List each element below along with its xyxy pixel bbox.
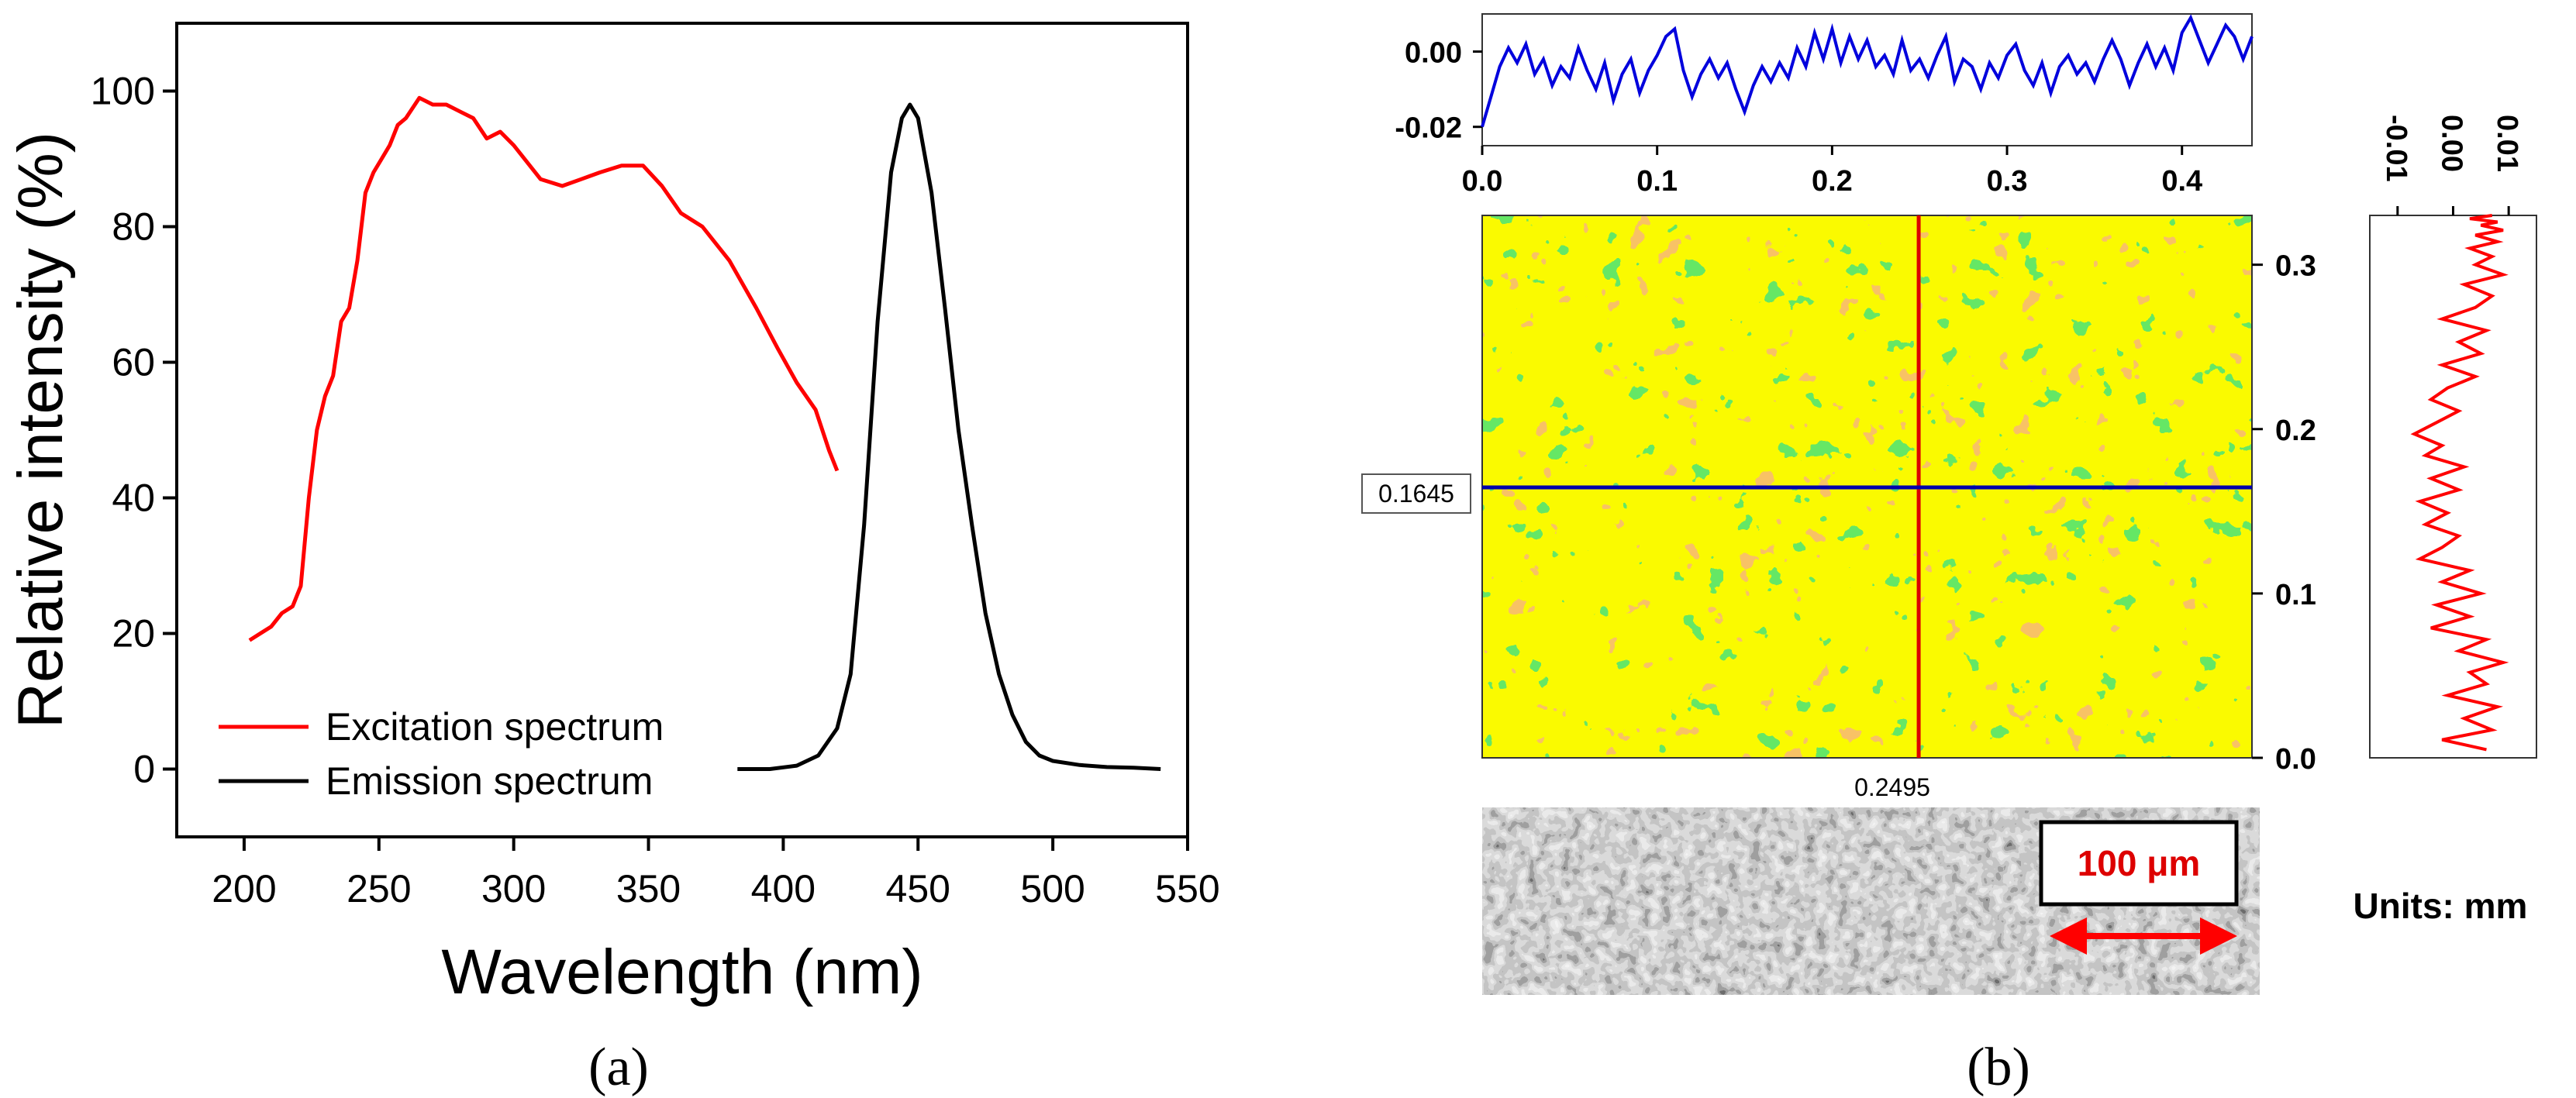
panel-b: 0.0 0.1 0.2 0.3 0.4 0.00 -0.02 0.0 0.1 0.2 0.3 0.… bbox=[1361, 13, 2537, 1097]
x-tick-label: 300 bbox=[481, 867, 546, 910]
x-profile-series bbox=[1481, 14, 2254, 128]
legend: Excitation spectrum Emission spectrum bbox=[219, 705, 664, 803]
map-y-tick-label: 0.1 bbox=[2275, 579, 2316, 611]
x-profile-tick-label: 0.1 bbox=[1636, 165, 1678, 198]
x-profile-tick-label: 0.4 bbox=[2161, 165, 2202, 198]
x-profile-tick-label: 0.2 bbox=[1812, 165, 1853, 198]
crosshair-y-value: 0.1645 bbox=[1378, 480, 1454, 508]
panel-caption-a: (a) bbox=[588, 1038, 649, 1097]
y-tick-label: 100 bbox=[91, 70, 155, 113]
x-tick-label: 350 bbox=[616, 867, 681, 910]
legend-label-emission: Emission spectrum bbox=[326, 759, 653, 803]
y-profile-series bbox=[2410, 214, 2509, 752]
x-tick-label: 200 bbox=[212, 867, 276, 910]
units-label: Units: mm bbox=[2354, 886, 2528, 926]
y-profile-tick-label: -0.01 bbox=[2380, 115, 2412, 182]
x-profile-ticks: 0.0 0.1 0.2 0.3 0.4 0.00 -0.02 bbox=[1395, 37, 2202, 198]
plot-frame-a bbox=[175, 22, 1189, 838]
scale-bar-box bbox=[2039, 820, 2239, 907]
map-y-axis-ticks: 0.0 0.1 0.2 0.3 bbox=[2252, 250, 2316, 776]
y-tick-label: 60 bbox=[112, 341, 155, 384]
y-tick-label: 20 bbox=[112, 612, 155, 656]
scale-bar-label: 100 μm bbox=[2078, 843, 2201, 883]
panel-a: 200 250 300 350 400 450 500 550 0 20 40 60 80 100 Wa… bbox=[5, 22, 1220, 1097]
map-y-tick-label: 0.0 bbox=[2275, 743, 2316, 776]
y-profile-tick-label: 0.01 bbox=[2491, 115, 2523, 172]
x-tick-label: 450 bbox=[886, 867, 950, 910]
x-profile-tick-label: 0.3 bbox=[1987, 165, 2028, 198]
series-lines-a bbox=[248, 95, 1161, 771]
x-tick-label: 500 bbox=[1020, 867, 1085, 910]
x-profile-ytick-label: -0.02 bbox=[1395, 112, 1462, 145]
panel-caption-b: (b) bbox=[1967, 1038, 2030, 1097]
x-axis-label-a: Wavelength (nm) bbox=[441, 937, 922, 1007]
x-profile-tick-label: 0.0 bbox=[1462, 165, 1503, 198]
x-tick-label: 400 bbox=[751, 867, 816, 910]
legend-label-excitation: Excitation spectrum bbox=[326, 705, 664, 749]
y-tick-label: 80 bbox=[112, 205, 155, 249]
map-y-tick-label: 0.3 bbox=[2275, 250, 2316, 283]
crosshair-y-value-box bbox=[1361, 473, 1471, 514]
y-axis-label-a: Relative intensity (%) bbox=[5, 132, 76, 728]
x-profile-ytick-label: 0.00 bbox=[1405, 37, 1462, 70]
y-tick-label: 0 bbox=[133, 748, 155, 791]
series-line-emission bbox=[737, 102, 1161, 771]
x-profile-frame bbox=[1481, 13, 2253, 146]
series-line-excitation bbox=[248, 95, 840, 642]
y-tick-label: 40 bbox=[112, 477, 155, 520]
y-profile-line bbox=[2410, 214, 2509, 752]
x-axis-ticks-a: 200 250 300 350 400 450 500 550 bbox=[212, 837, 1220, 910]
x-tick-label: 550 bbox=[1155, 867, 1219, 910]
x-profile-line bbox=[1481, 14, 2254, 128]
y-profile-ticks: -0.01 0.00 0.01 bbox=[2380, 115, 2523, 215]
x-tick-label: 250 bbox=[347, 867, 411, 910]
y-axis-ticks-a: 0 20 40 60 80 100 bbox=[91, 70, 177, 791]
y-profile-tick-label: 0.00 bbox=[2436, 115, 2468, 172]
crosshair-x-value: 0.2495 bbox=[1854, 773, 1930, 801]
map-y-tick-label: 0.2 bbox=[2275, 415, 2316, 447]
